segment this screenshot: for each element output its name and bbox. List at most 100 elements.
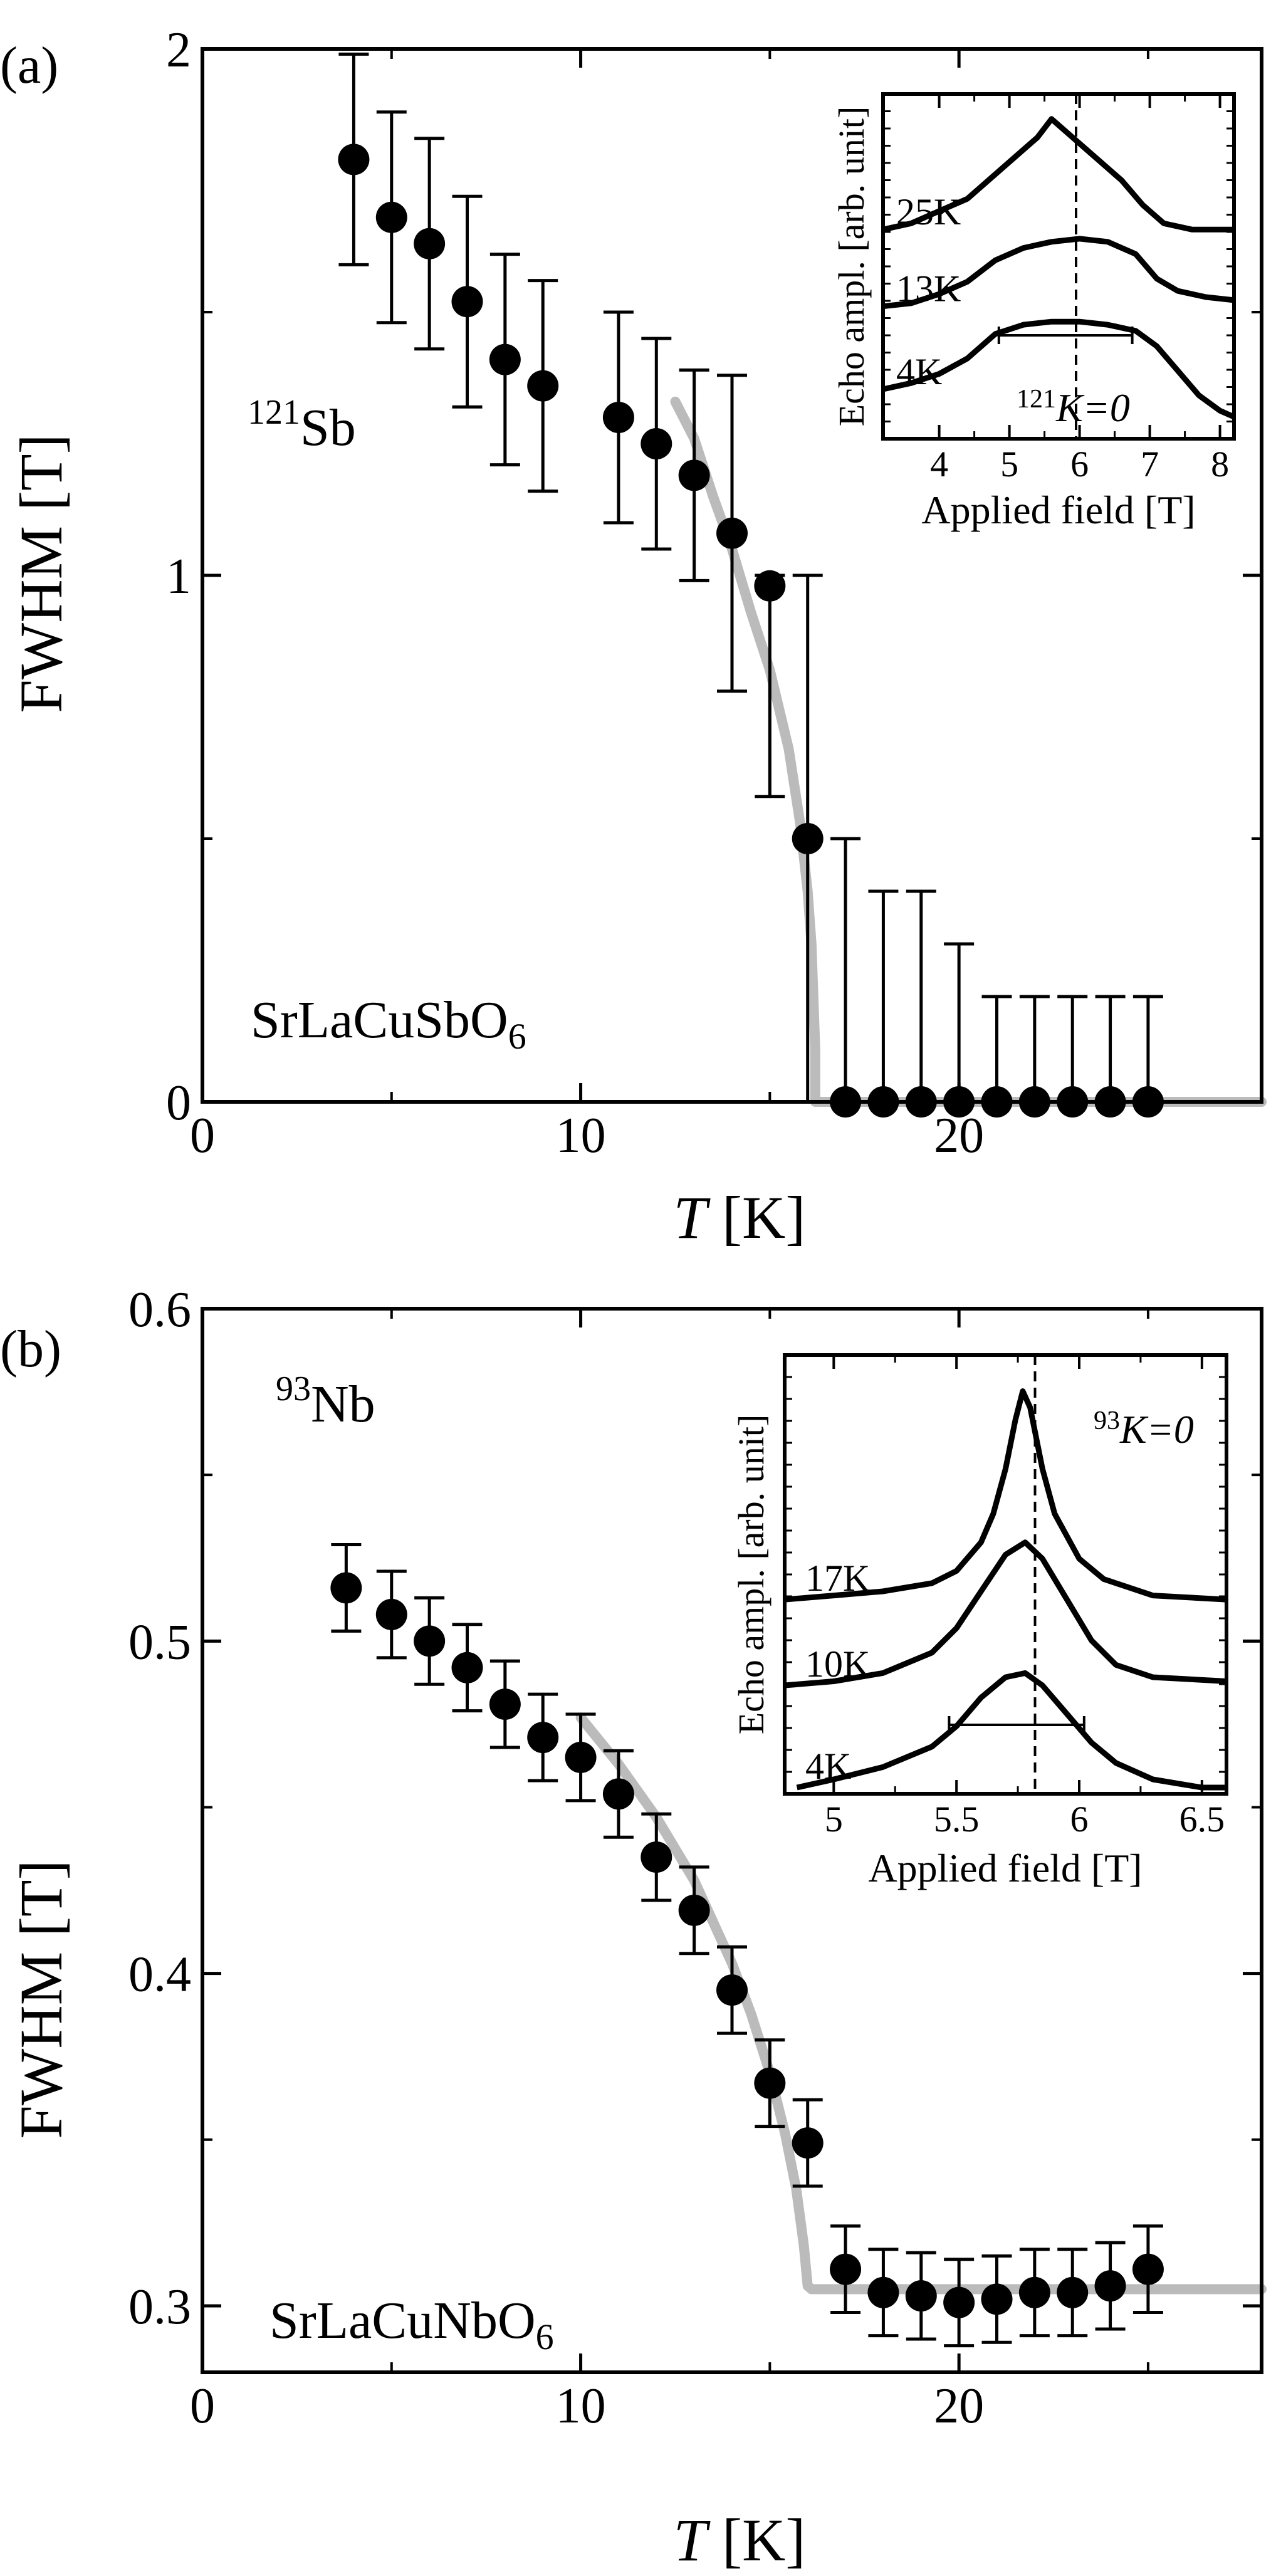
panel-b-inset: 17K 10K 4K 5 5.5 6 6.5 Applied field [T] Echo…: [731, 1353, 1228, 1890]
inset-x-tick-label: 7: [1141, 444, 1159, 484]
panel-b-tick-layer: 0 10 20 0.3 0.4 0.5 0.6: [128, 1282, 1262, 2434]
inset-trace: [784, 1388, 1227, 1603]
inset-trace: [784, 1539, 1227, 1689]
data-point: [338, 144, 370, 175]
panel-a: (a) FWHM [T] T [K] 121Sb SrLaCuSbO6 0 10 2…: [0, 23, 1267, 1251]
panel-b-inset-trace-layer: 17K 10K 4K: [784, 1355, 1227, 1794]
inset-trace-label: 13K: [896, 268, 961, 310]
panel-b-inset-reference-sup: 93: [1094, 1406, 1120, 1435]
data-point: [792, 823, 824, 854]
inset-trace-label: 25K: [896, 191, 961, 233]
y-tick-label: 1: [166, 549, 191, 604]
panel-b-inset-ylabel: Echo ampl. [arb. unit]: [731, 1415, 771, 1735]
panel-a-fit-curve: [670, 396, 1267, 1107]
inset-x-tick-label: 5.5: [934, 1799, 980, 1840]
data-point: [414, 1625, 446, 1657]
data-point: [754, 2067, 786, 2099]
data-point: [1094, 2270, 1126, 2302]
panel-a-axes-frame: [201, 47, 1263, 1104]
panel-a-xlabel-symbol: T: [674, 1184, 711, 1251]
inset-trace: [796, 1670, 1226, 1791]
data-point: [943, 2286, 975, 2318]
panel-b-inset-tick-layer: 5 5.5 6 6.5: [785, 1355, 1226, 1840]
panel-b-fit-layer: [575, 1712, 1267, 2295]
data-point: [641, 428, 672, 459]
panel-b-nucleus-label: 93Nb: [276, 1369, 375, 1433]
panel-a-inset-background: [883, 94, 1234, 439]
data-point: [527, 1722, 559, 1754]
data-point: [414, 228, 446, 259]
data-point: [527, 370, 559, 402]
panel-b-xlabel: T [K]: [674, 2506, 806, 2573]
panel-a-marker-layer: [338, 144, 1164, 1118]
panel-a-inset-xlabel: Applied field [T]: [921, 488, 1195, 532]
data-point: [1057, 2276, 1089, 2308]
x-tick-label: 0: [190, 1108, 215, 1163]
panel-b-compound-sub: 6: [536, 2317, 554, 2357]
x-tick-label: 10: [556, 1108, 606, 1163]
panel-a-inset: 25K 13K 4K 4 5 6 7 8 Applied field [T] Echo am…: [831, 92, 1236, 532]
panel-b-xlabel-symbol: T: [674, 2506, 711, 2573]
panel-a-compound-sub: 6: [508, 1016, 526, 1057]
x-tick-label: 10: [556, 2379, 606, 2434]
data-point: [792, 2127, 824, 2159]
inset-trace: [882, 236, 1235, 310]
panel-b-nucleus-mass: 93: [276, 1369, 311, 1408]
panel-a-inset-reference-main: K=0: [1055, 385, 1130, 430]
inset-trace-label: 10K: [805, 1643, 870, 1685]
panel-a-errorbar-layer: [338, 52, 1163, 1104]
inset-trace: [882, 318, 1235, 420]
data-point: [1132, 2253, 1164, 2285]
panel-a-label: (a): [0, 36, 58, 95]
y-tick-label: 0.5: [128, 1615, 191, 1670]
data-point: [565, 1741, 597, 1773]
panel-b: (b) FWHM [T] T [K] 93Nb SrLaCuNbO6 0 10 20…: [0, 1282, 1267, 2573]
inset-x-tick-label: 4: [930, 444, 948, 484]
panel-a-fit-layer: [670, 396, 1267, 1107]
y-tick-label: 0: [166, 1076, 191, 1131]
data-point: [867, 2276, 899, 2308]
inset-trace-label: 4K: [896, 351, 942, 392]
inset-trace-label: 4K: [805, 1746, 851, 1787]
data-point: [754, 570, 786, 602]
panel-a-inset-tick-layer: 4 5 6 7 8: [883, 94, 1234, 484]
data-point: [451, 1652, 483, 1683]
data-point: [716, 1974, 748, 2006]
panel-a-xlabel: T [K]: [674, 1184, 806, 1251]
inset-x-tick-label: 8: [1211, 444, 1229, 484]
inset-x-tick-label: 6: [1070, 1799, 1089, 1840]
panel-b-fit-curve: [575, 1712, 1267, 2295]
data-point: [678, 1894, 710, 1926]
panel-b-compound-main: SrLaCuNbO: [269, 2291, 536, 2350]
panel-b-inset-background: [785, 1355, 1226, 1794]
panel-a-compound-label: SrLaCuSbO6: [251, 991, 526, 1057]
data-point: [489, 343, 521, 375]
panel-a-xlabel-unit: [K]: [707, 1184, 805, 1251]
data-point: [602, 402, 634, 433]
x-tick-label: 20: [934, 2379, 984, 2434]
panel-a-inset-trace-layer: 25K 13K 4K: [882, 94, 1235, 439]
panel-a-nucleus-symbol: Sb: [300, 399, 356, 457]
panel-a-ylabel: FWHM [T]: [8, 434, 75, 713]
data-point: [830, 2253, 862, 2285]
panel-b-marker-layer: [330, 1572, 1164, 2318]
inset-x-tick-label: 5: [825, 1799, 843, 1840]
panel-a-inset-reference-label: 121K=0: [1017, 385, 1130, 430]
panel-b-inset-xlabel: Applied field [T]: [868, 1846, 1142, 1890]
panel-b-ylabel: FWHM [T]: [8, 1860, 75, 2139]
data-point: [602, 1778, 634, 1810]
panel-a-nucleus-mass: 121: [248, 393, 300, 432]
panel-b-label: (b): [0, 1320, 61, 1378]
data-point: [641, 1841, 672, 1873]
panel-b-axes-frame: [201, 1307, 1263, 2374]
panel-b-nucleus-symbol: Nb: [311, 1375, 375, 1433]
inset-trace: [882, 116, 1234, 233]
panel-b-inset-reference-main: K=0: [1119, 1407, 1194, 1452]
data-point: [489, 1689, 521, 1720]
panel-a-nucleus-label: 121Sb: [248, 393, 356, 457]
y-tick-label: 0.6: [128, 1282, 191, 1338]
panel-a-compound-main: SrLaCuSbO: [251, 991, 508, 1049]
data-point: [716, 517, 748, 549]
data-point: [330, 1572, 362, 1604]
